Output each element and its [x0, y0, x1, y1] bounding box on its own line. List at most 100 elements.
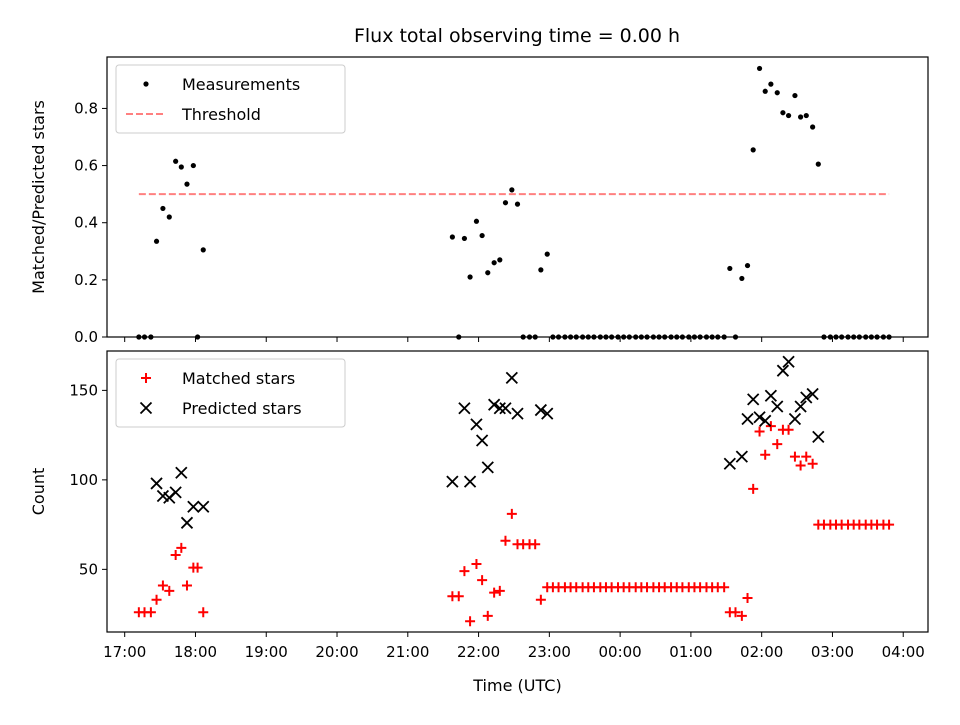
series-predicted-stars: [150, 355, 825, 529]
matched-star-point: [506, 508, 517, 519]
measurement-point: [756, 65, 763, 72]
y-tick-label: 0.8: [74, 99, 98, 117]
predicted-star-point: [175, 466, 188, 479]
matched-star-point: [736, 610, 747, 621]
matched-star-point: [801, 451, 812, 462]
matched-star-point: [157, 580, 168, 591]
measurement-point: [200, 247, 206, 253]
measurement-point: [502, 200, 509, 206]
legend-label: Matched stars: [182, 369, 295, 388]
predicted-star-point: [776, 364, 790, 377]
matched-star-point: [465, 616, 476, 627]
matched-star-point: [477, 575, 488, 586]
matched-star-point: [719, 582, 730, 593]
predicted-star-point: [481, 461, 494, 474]
predicted-star-point: [169, 486, 182, 499]
measurement-point: [768, 81, 774, 87]
predicted-star-point: [499, 402, 512, 415]
predicted-star-point: [800, 391, 813, 404]
predicted-star-point: [806, 387, 819, 401]
matched-star-point: [176, 542, 187, 553]
chart-title: Flux total observing time = 0.00 h: [354, 25, 680, 47]
matched-star-point: [772, 439, 783, 450]
matched-star-point: [530, 539, 541, 550]
matched-star-point: [192, 562, 203, 573]
predicted-star-point: [782, 355, 795, 368]
axes-frame: [106, 56, 929, 338]
measurement-point: [153, 238, 160, 244]
x-tick-label: 03:00: [811, 643, 854, 661]
legend-dot-marker: [143, 81, 149, 87]
measurement-point: [750, 147, 756, 153]
measurement-point: [485, 270, 491, 276]
matched-star-point: [170, 550, 181, 561]
measurement-point: [798, 114, 804, 120]
legend-box: [115, 64, 346, 134]
predicted-star-point: [723, 457, 736, 470]
x-tick-label: 00:00: [599, 643, 642, 661]
x-tick-label: 02:00: [740, 643, 783, 661]
y-tick-label: 100: [69, 471, 98, 489]
measurement-point: [449, 234, 455, 240]
legend-label: Measurements: [182, 75, 300, 94]
y-tick-label: 150: [69, 381, 98, 399]
legend-plus-marker: [141, 373, 151, 383]
measurement-point: [160, 205, 166, 212]
predicted-star-point: [764, 389, 778, 402]
predicted-star-point: [759, 414, 772, 427]
matched-star-point: [760, 449, 771, 460]
x-axis: [124, 337, 904, 342]
matched-star-point: [198, 607, 209, 618]
y-tick-label: 50: [79, 560, 98, 578]
measurement-point: [473, 218, 480, 224]
matched-star-point: [884, 519, 895, 530]
matched-star-point: [765, 421, 776, 432]
measurement-point: [744, 262, 751, 269]
predicted-star-point: [187, 500, 200, 513]
bottom-panel: 50 100 150 17:00 18:00 19:00 20:00 21:00 22:00 23…: [29, 350, 929, 695]
top-panel: 0.0 0.2 0.4 0.6 0.8 Matched/Predicted stars Me…: [29, 56, 929, 346]
predicted-star-point: [735, 450, 748, 463]
matched-star-point: [742, 592, 753, 603]
measurement-point: [774, 90, 780, 96]
matched-star-point: [795, 460, 806, 471]
measurement-point: [166, 214, 172, 220]
measurement-point: [780, 110, 786, 116]
measurement-point: [815, 161, 821, 167]
x-tick-label: 22:00: [457, 643, 500, 661]
predicted-star-point: [488, 398, 501, 411]
predicted-star-point: [794, 400, 807, 413]
matched-star-point: [453, 591, 464, 602]
predicted-star-point: [493, 402, 506, 415]
matched-star-point: [783, 424, 794, 435]
predicted-star-point: [475, 434, 489, 447]
predicted-star-point: [741, 412, 754, 426]
measurement-point: [810, 124, 816, 130]
measurement-point: [762, 88, 768, 94]
legend-label: Threshold: [181, 105, 261, 124]
measurement-point: [461, 235, 468, 242]
y-axis: 50 100 150: [69, 381, 107, 578]
predicted-star-point: [446, 475, 459, 488]
x-axis: 17:00 18:00 19:00 20:00 21:00 22:00 23:00 00:00…: [103, 632, 925, 661]
y-tick-label: 0.2: [74, 271, 98, 289]
predicted-star-point: [753, 411, 766, 424]
matched-star-point: [145, 607, 156, 618]
matched-star-point: [494, 585, 505, 596]
measurement-point: [727, 265, 733, 272]
predicted-star-point: [788, 412, 802, 426]
matched-star-point: [807, 458, 818, 469]
x-axis-label: Time (UTC): [472, 676, 561, 695]
x-tick-label: 18:00: [174, 643, 217, 661]
measurement-point: [803, 112, 809, 119]
measurement-point: [739, 275, 745, 282]
x-tick-label: 21:00: [386, 643, 429, 661]
matched-star-point: [164, 585, 175, 596]
measurement-point: [509, 187, 515, 193]
matched-star-point: [482, 610, 493, 621]
axes-frame: [106, 350, 929, 633]
measurement-point: [792, 92, 798, 99]
predicted-star-point: [534, 403, 547, 417]
matched-star-point: [489, 587, 500, 598]
